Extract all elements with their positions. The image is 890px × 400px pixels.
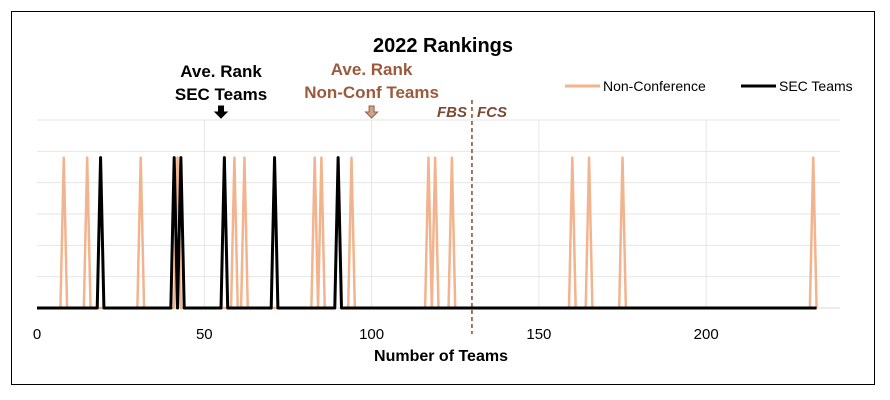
x-tick-label: 50 [196, 326, 213, 343]
x-tick-labels: 0 50 100 150 200 [33, 326, 719, 343]
nonconf-avg-label-line2: Non-Conf Teams [304, 83, 439, 102]
fcs-label: FCS [477, 104, 507, 121]
arrow-shape [364, 105, 379, 119]
sec-avg-label-line2: SEC Teams [175, 85, 267, 104]
x-tick-label: 200 [694, 326, 719, 343]
x-tick-label: 150 [526, 326, 551, 343]
fbs-label: FBS [437, 104, 467, 121]
series-line-sec-teams [37, 156, 817, 310]
x-tick-label: 100 [359, 326, 384, 343]
nonconf-avg-label-line1: Ave. Rank [331, 60, 413, 79]
chart-frame: 0 50 100 150 200 2022 Rankings Ave. Rank SEC… [11, 11, 875, 385]
sec-avg-label-line1: Ave. Rank [180, 62, 262, 81]
legend-label-sec-teams: SEC Teams [779, 78, 853, 94]
x-axis-title: Number of Teams [374, 348, 508, 365]
chart-title: 2022 Rankings [373, 35, 513, 57]
x-tick-label: 0 [33, 326, 41, 343]
chart: 0 50 100 150 200 2022 Rankings Ave. Rank SEC… [33, 35, 853, 365]
series-line-non-conference [37, 156, 818, 310]
series-layer [37, 156, 818, 310]
legend: Non-Conference SEC Teams [565, 78, 853, 94]
arrow-shape [213, 105, 229, 119]
sec-avg-arrow [213, 105, 229, 119]
legend-label-non-conference: Non-Conference [603, 78, 706, 94]
nonconf-avg-arrow [364, 105, 379, 119]
